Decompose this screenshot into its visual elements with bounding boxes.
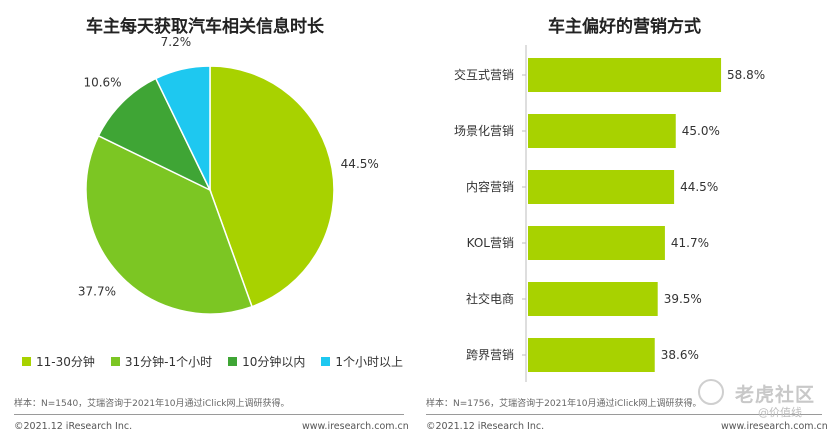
bar-1 [528,114,676,148]
pie-slice-3 [154,65,211,191]
bar-value-label-3: 41.7% [671,236,709,250]
pie-slice-label-1: 37.7% [78,285,116,299]
bar-value-label-5: 38.6% [661,348,699,362]
bar-value-label-1: 45.0% [682,124,720,138]
bar-value-label-2: 44.5% [680,180,718,194]
bar-category-label-1: 场景化营销 [454,124,514,138]
bar-category-label-2: 内容营销 [466,179,514,194]
pie-slice-0 [209,65,335,308]
pie-legend-swatch-2 [228,357,238,366]
bar-3 [528,226,665,260]
pie-slice-label-2: 10.6% [83,76,121,90]
bar-0 [528,58,722,92]
left-footer-copyright: ©2021.12 iResearch Inc. [14,421,133,432]
watermark-handle: @价值线 [758,406,802,419]
pie-legend-item-0: 11-30分钟 [22,353,95,370]
pie-legend-label-3: 1个小时以上 [335,355,404,369]
pie-legend-swatch-1 [110,357,120,366]
pie-chart: 44.5% 37.7% 10.6% 7.2% [78,35,379,315]
bar-category-label-3: KOL营销 [467,236,514,250]
bar-value-label-4: 39.5% [664,292,702,306]
bar-category-label-4: 社交电商 [466,291,514,306]
pie-legend-label-0: 11-30分钟 [36,355,95,369]
bar-category-label-5: 跨界营销 [466,348,514,362]
pie-legend-label-2: 10分钟以内 [242,355,306,369]
bar-4 [528,282,658,316]
pie-slice-label-0: 44.5% [341,157,379,171]
left-sample-note: 样本：N=1540，艾瑞咨询于2021年10月通过iClick网上调研获得。 [14,399,290,409]
bar-2 [528,170,675,204]
pie-slice-1 [85,134,253,315]
right-footer-copyright: ©2021.12 iResearch Inc. [426,421,545,432]
right-sample-note: 样本：N=1756，艾瑞咨询于2021年10月通过iClick网上调研获得。 [426,399,702,409]
pie-legend: 11-30分钟 31分钟-1个小时 10分钟以内 1个小时以上 [22,353,419,370]
right-footer-url: www.iresearch.com.cn [721,421,828,432]
pie-chart-title: 车主每天获取汽车相关信息时长 [86,17,324,37]
left-divider [14,414,404,415]
bar-chart-title: 车主偏好的营销方式 [548,17,701,37]
bar-5 [528,338,655,372]
pie-legend-swatch-0 [22,357,31,366]
right-divider [426,414,822,415]
pie-legend-item-1: 31分钟-1个小时 [110,353,213,370]
pie-legend-item-3: 1个小时以上 [321,353,403,370]
pie-legend-label-1: 31分钟-1个小时 [124,355,213,369]
pie-legend-swatch-3 [321,357,331,366]
bar-category-label-0: 交互式营销 [454,67,514,82]
left-panel: 车主每天获取汽车相关信息时长 44.5% 37.7% 10.6% 7.2% 11-30… [0,0,410,439]
watermark-logo-icon [698,379,724,405]
bar-value-label-0: 58.8% [727,68,765,82]
pie-slice-label-3: 7.2% [161,35,192,49]
right-panel: 车主偏好的营销方式 交互式营销 58.8% 场景化营销 45.0% 内容营销 44.5% K… [418,0,831,439]
left-footer-url: www.iresearch.com.cn [302,421,409,432]
pie-legend-item-2: 10分钟以内 [228,353,305,370]
bar-chart: 交互式营销 58.8% 场景化营销 45.0% 内容营销 44.5% KOL营销 41.7% 社… [454,45,765,382]
watermark-text: 老虎社区 [735,384,816,406]
pie-slice-2 [97,77,212,192]
